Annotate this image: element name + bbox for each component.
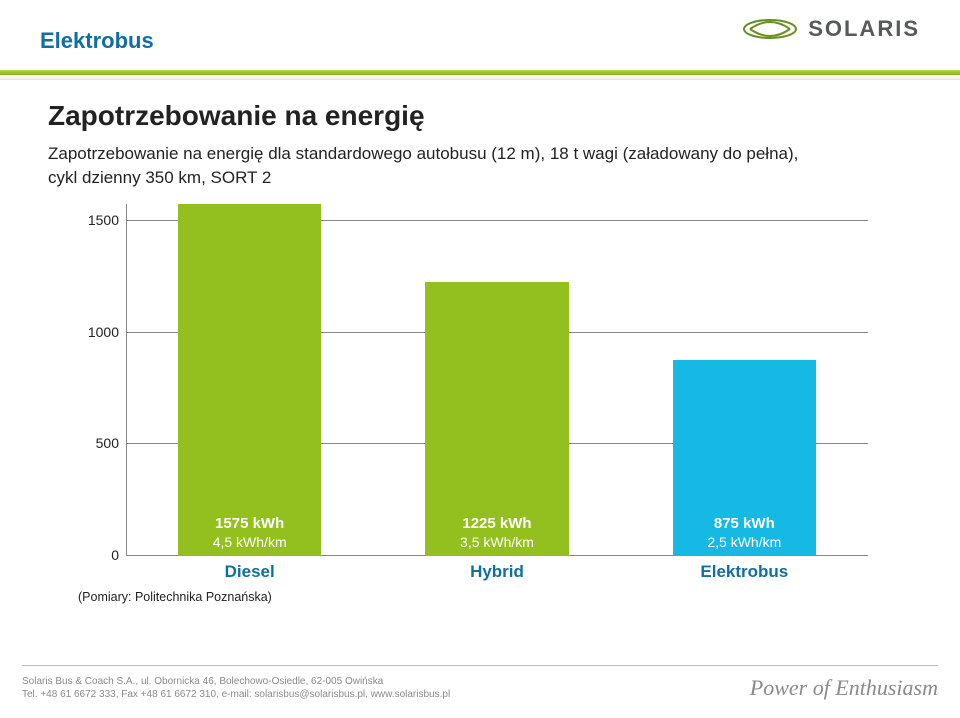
subtext-line2: cykl dzienny 350 km, SORT 2 xyxy=(48,168,271,187)
footer: Solaris Bus & Coach S.A., ul. Obornicka … xyxy=(22,668,938,708)
chart-ytick: 500 xyxy=(96,435,127,451)
chart-x-label: Elektrobus xyxy=(621,556,868,584)
chart-ytick: 0 xyxy=(111,547,127,563)
chart-caption: (Pomiary: Politechnika Poznańska) xyxy=(78,590,912,604)
header: Elektrobus SOLARIS xyxy=(0,0,960,70)
chart-bar: 1225 kWh3,5 kWh/km xyxy=(425,282,568,556)
subtext-line1: Zapotrzebowanie na energię dla standardo… xyxy=(48,144,798,163)
footer-divider xyxy=(22,665,938,666)
footer-line2: Tel. +48 61 6672 333, Fax +48 61 6672 31… xyxy=(22,689,450,700)
chart-ytick: 1000 xyxy=(88,324,127,340)
brand-logo: SOLARIS xyxy=(742,16,920,42)
chart-bar-slot: 1225 kWh3,5 kWh/km xyxy=(373,204,620,556)
chart-x-label: Diesel xyxy=(126,556,373,584)
chart-bar: 875 kWh2,5 kWh/km xyxy=(673,360,816,556)
main-heading: Zapotrzebowanie na energię xyxy=(48,100,912,132)
footer-tagline: Power of Enthusiasm xyxy=(750,675,938,701)
accent-bar xyxy=(0,70,960,80)
chart-x-label: Hybrid xyxy=(373,556,620,584)
chart-ytick: 1500 xyxy=(88,212,127,228)
chart-bar-label: 875 kWh2,5 kWh/km xyxy=(673,515,816,551)
chart-x-labels: DieselHybridElektrobus xyxy=(126,556,868,584)
main-content: Zapotrzebowanie na energię Zapotrzebowan… xyxy=(0,80,960,604)
brand-name: SOLARIS xyxy=(808,16,920,42)
bar-chart: 0 500 1000 1500 1575 kWh4,5 kWh/km 1225 kWh3… xyxy=(78,204,868,584)
solaris-logo-icon xyxy=(742,17,798,41)
chart-bar-slot: 875 kWh2,5 kWh/km xyxy=(621,204,868,556)
footer-contact: Solaris Bus & Coach S.A., ul. Obornicka … xyxy=(22,675,450,701)
chart-bar-label: 1225 kWh3,5 kWh/km xyxy=(425,515,568,551)
chart-bar-slot: 1575 kWh4,5 kWh/km xyxy=(126,204,373,556)
footer-line1: Solaris Bus & Coach S.A., ul. Obornicka … xyxy=(22,676,383,687)
sub-text: Zapotrzebowanie na energię dla standardo… xyxy=(48,142,912,190)
chart-bar: 1575 kWh4,5 kWh/km xyxy=(178,204,321,556)
chart-bar-label: 1575 kWh4,5 kWh/km xyxy=(178,515,321,551)
chart-bars: 1575 kWh4,5 kWh/km 1225 kWh3,5 kWh/km 875 … xyxy=(126,204,868,556)
